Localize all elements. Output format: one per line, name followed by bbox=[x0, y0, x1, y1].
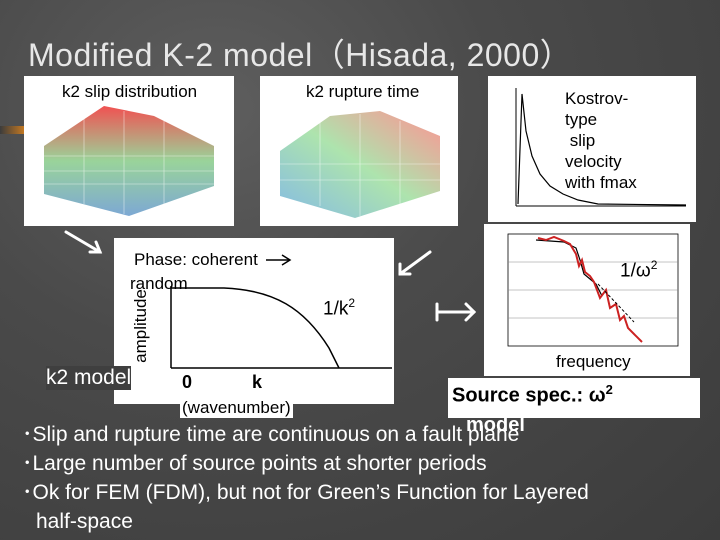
source-spec-text: Source spec.: ω bbox=[452, 384, 606, 407]
x-axis-zero: 0 bbox=[182, 372, 193, 392]
rupture-time-label: k2 rupture time bbox=[306, 82, 420, 102]
phase-label-line1: Phase: coherent bbox=[134, 250, 258, 269]
kostrov-label: Kostrov- type slip velocity with fmax bbox=[565, 88, 637, 193]
omega-slope-label: 1/ω2 bbox=[620, 258, 657, 282]
arrow-head bbox=[398, 262, 412, 276]
arrow-down-left bbox=[398, 250, 432, 276]
slope-label: 1/k2 bbox=[323, 296, 355, 320]
decorative-orange-bar bbox=[0, 126, 28, 134]
bullet-list: ･Slip and rupture time are continuous on… bbox=[22, 420, 589, 536]
slip-velocity-plot bbox=[515, 88, 687, 207]
spectrum-curve bbox=[171, 287, 340, 369]
rupture-time-panel: k2 rupture time bbox=[260, 76, 458, 226]
arrow-head bbox=[464, 302, 477, 322]
slip-surface-image bbox=[44, 106, 214, 216]
arrow-head bbox=[281, 254, 292, 266]
arrow-head bbox=[88, 240, 103, 254]
omega-slope-exponent: 2 bbox=[650, 258, 658, 272]
wavenumber-panel: Phase: coherent random amplitude 1/k2 bbox=[114, 238, 394, 404]
wavenumber-plot bbox=[170, 254, 392, 369]
slope-label-text: 1/k bbox=[323, 298, 349, 320]
bullet-item: ･Slip and rupture time are continuous on… bbox=[22, 423, 520, 446]
bullet-item: ･Ok for FEM (FDM), but not for Green’s F… bbox=[22, 481, 589, 504]
wavenumber-axis-label: (wavenumber) bbox=[180, 398, 293, 418]
slope-label-exponent: 2 bbox=[348, 296, 356, 310]
bullet-item: ･Large number of source points at shorte… bbox=[22, 452, 487, 475]
slip-distribution-label: k2 slip distribution bbox=[62, 82, 198, 102]
kostrov-label-line: with fmax bbox=[565, 173, 637, 192]
x-axis-k: k bbox=[252, 372, 263, 392]
slide-title: Modified K-2 model（Hisada, 2000） bbox=[28, 37, 573, 73]
slip-distribution-panel: k2 slip distribution bbox=[24, 76, 234, 226]
omega-slope-text: 1/ω bbox=[620, 260, 651, 282]
phase-label-line2: random bbox=[130, 274, 188, 293]
bullet-item: half-space bbox=[36, 510, 133, 533]
source-spectrum-plot bbox=[507, 233, 679, 347]
k2-model-label: k2 model bbox=[46, 366, 132, 390]
amplitude-axis-label: amplitude bbox=[130, 289, 150, 363]
model-curve bbox=[535, 239, 603, 297]
observed-spectrum-curve bbox=[537, 235, 643, 343]
source-spec-caption: Source spec.: ω2 bbox=[448, 378, 700, 418]
source-spectrum-panel: 1/ω2 frequency bbox=[484, 224, 690, 376]
rupture-surface-image bbox=[280, 111, 440, 218]
kostrov-panel: Kostrov- type slip velocity with fmax bbox=[488, 76, 696, 222]
kostrov-label-line: slip bbox=[565, 131, 596, 150]
kostrov-label-line: velocity bbox=[565, 152, 622, 171]
kostrov-label-line: type bbox=[565, 110, 598, 129]
kostrov-label-line: Kostrov- bbox=[565, 89, 629, 108]
source-spec-caption-line2: model bbox=[466, 414, 525, 436]
source-spec-exponent: 2 bbox=[605, 382, 613, 397]
arrow-down-right bbox=[64, 230, 102, 254]
frequency-axis-label: frequency bbox=[556, 352, 631, 372]
